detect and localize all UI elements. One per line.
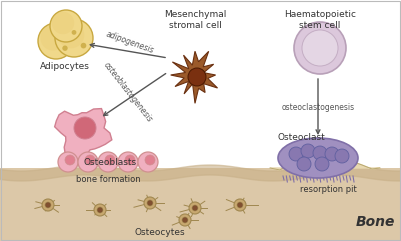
Circle shape [45,202,51,208]
Circle shape [50,10,82,42]
Circle shape [301,144,315,158]
Text: osteoclastogenesis: osteoclastogenesis [282,103,354,113]
Circle shape [94,204,106,216]
Circle shape [297,157,311,171]
Circle shape [72,30,77,35]
Circle shape [52,12,74,34]
Circle shape [179,214,191,226]
Circle shape [58,22,84,48]
Circle shape [335,149,349,163]
Circle shape [55,19,93,57]
Ellipse shape [278,138,358,178]
Circle shape [189,202,201,214]
Text: Osteoclast: Osteoclast [277,133,325,142]
Circle shape [125,155,135,165]
Circle shape [85,155,95,165]
Circle shape [58,152,78,172]
Text: Haematopoietic
stem cell: Haematopoietic stem cell [284,10,356,30]
Circle shape [302,30,338,66]
Text: Osteoblasts: Osteoblasts [83,158,137,167]
Circle shape [294,22,346,74]
Text: resorption pit: resorption pit [300,185,356,194]
Circle shape [145,155,155,165]
Circle shape [62,46,68,51]
Text: Adipocytes: Adipocytes [40,62,90,71]
Circle shape [237,202,243,208]
Polygon shape [270,158,380,170]
Circle shape [42,199,54,211]
Circle shape [182,217,188,223]
Circle shape [97,207,103,213]
Circle shape [41,25,66,51]
Circle shape [118,152,138,172]
Circle shape [78,152,98,172]
Polygon shape [55,109,112,161]
Circle shape [234,199,246,211]
Circle shape [38,23,74,59]
Circle shape [147,200,153,206]
Polygon shape [0,168,401,241]
Circle shape [315,157,329,171]
Circle shape [188,68,206,86]
Circle shape [289,147,303,161]
Circle shape [65,155,75,165]
Circle shape [144,197,156,209]
Circle shape [192,205,198,211]
Text: adipogenesis: adipogenesis [105,29,155,55]
Text: bone formation: bone formation [76,175,140,184]
Circle shape [98,152,118,172]
Circle shape [105,155,115,165]
Text: Mesenchymal
stromal cell: Mesenchymal stromal cell [164,10,226,30]
Polygon shape [171,51,217,103]
Circle shape [138,152,158,172]
Text: Bone: Bone [355,215,395,229]
Circle shape [325,147,339,161]
Circle shape [74,117,96,139]
Text: osteoblastogenesis: osteoblastogenesis [102,60,154,124]
Circle shape [313,146,327,160]
Text: Osteocytes: Osteocytes [135,228,185,237]
Circle shape [81,43,86,48]
